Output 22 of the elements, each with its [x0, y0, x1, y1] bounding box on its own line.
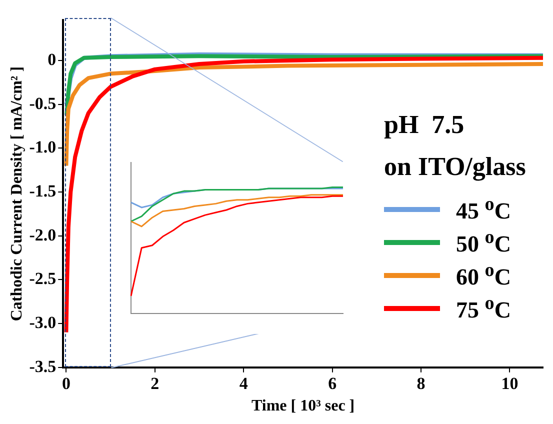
x-tick-label: 6 [328, 374, 337, 393]
x-tick-label: 10 [501, 374, 518, 393]
legend-label: 60 $^{o}$C [456, 260, 511, 291]
x-axis-title: Time [ 10³ sec ] [251, 398, 355, 415]
x-tick-label: 2 [150, 374, 160, 393]
y-tick-label: -3.0 [29, 312, 56, 332]
x-tick-label: 8 [416, 374, 426, 393]
x-tick-label: 0 [62, 374, 70, 393]
annotation: pH 7.5 [384, 109, 466, 141]
y-tick-label: -1.0 [29, 138, 56, 157]
legend-label: 75 $^{o}$C [456, 293, 511, 324]
legend-label: 50 $^{o}$C [456, 227, 511, 258]
annotation: on ITO/glass [384, 151, 526, 183]
y-axis-title: Cathodic Current Density [ mA/cm² ] [8, 66, 26, 322]
y-tick-label: -0.5 [29, 94, 56, 113]
legend-label: 45 $^{o}$C [456, 194, 511, 225]
x-tick-label: 4 [239, 374, 248, 393]
y-tick-label: -1.5 [29, 181, 56, 200]
y-tick-label: -2.5 [29, 269, 56, 288]
y-tick-label: 0 [48, 50, 56, 69]
y-tick-label: -2.0 [29, 225, 56, 244]
y-tick-label: -3.5 [29, 356, 56, 376]
